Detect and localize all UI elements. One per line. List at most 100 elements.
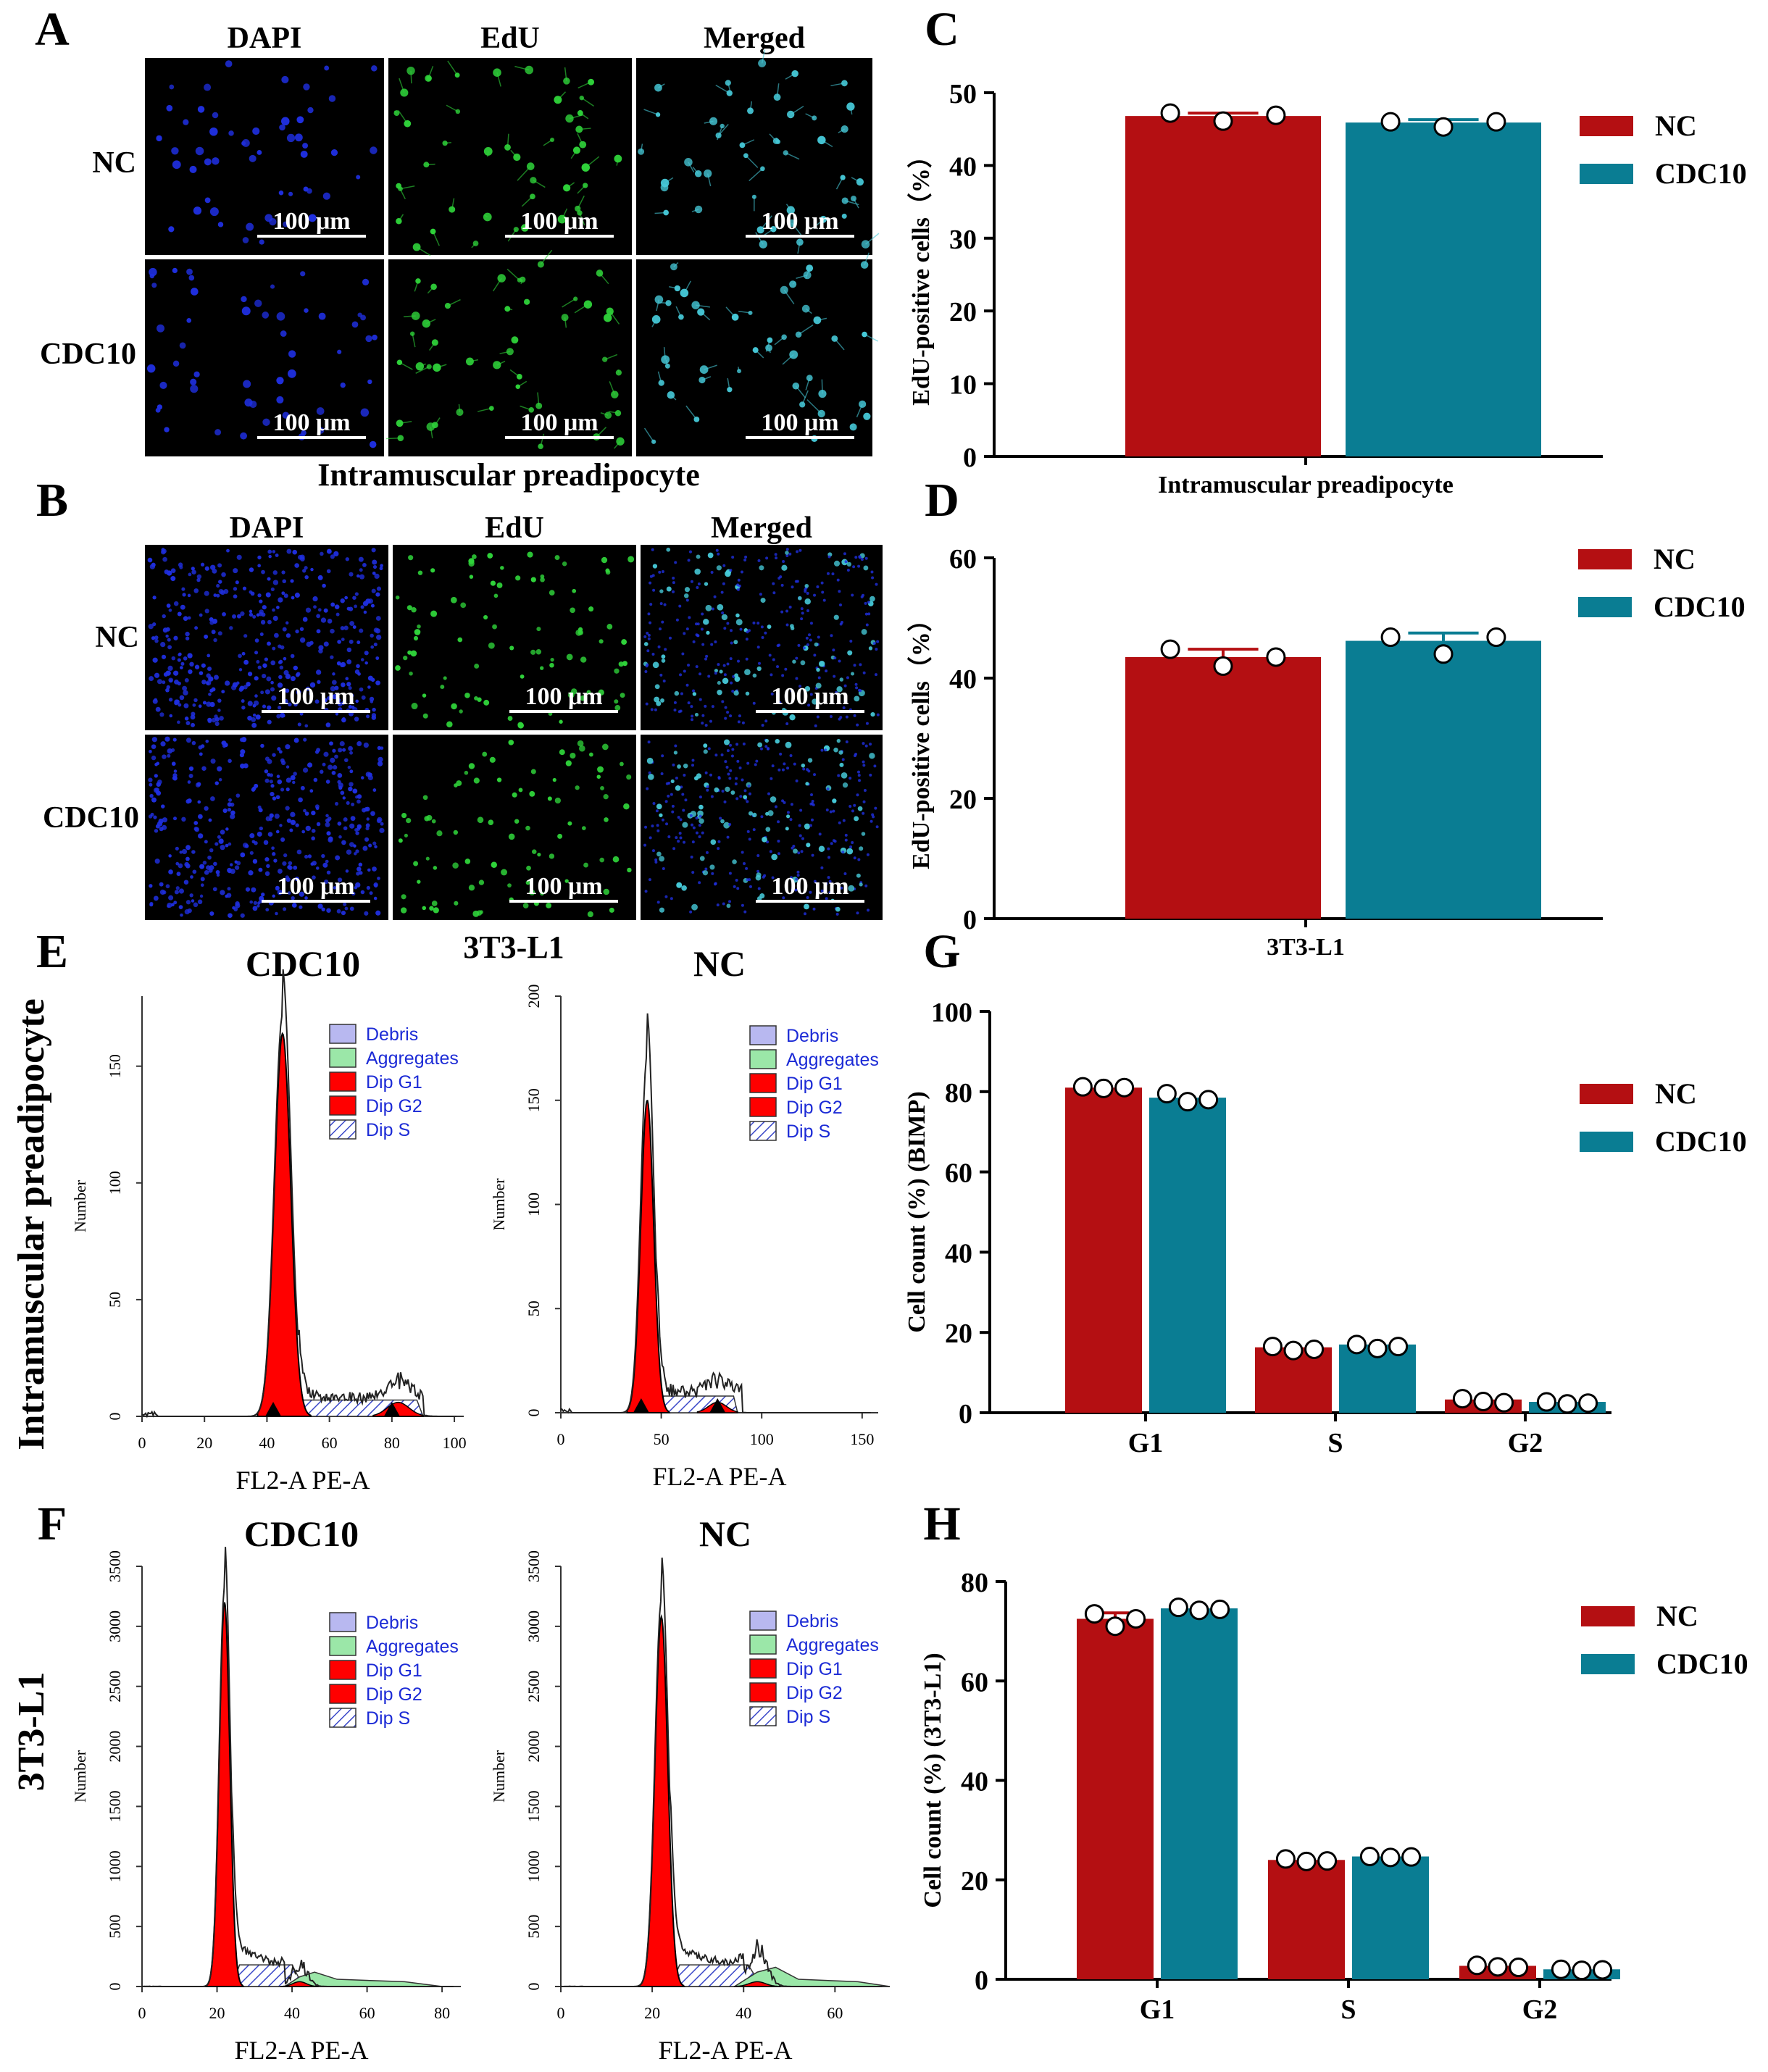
cell-nucleus [417, 570, 423, 575]
cell-nucleus [297, 554, 303, 560]
cell-nucleus [677, 816, 680, 819]
cell-nucleus [294, 133, 303, 142]
cell-nucleus [149, 901, 154, 906]
cell-nucleus [650, 708, 654, 711]
cell-nucleus [672, 763, 675, 766]
cell-nucleus [588, 606, 594, 612]
cell-nucleus [371, 713, 377, 718]
cell-nucleus [354, 717, 359, 722]
cell-nucleus [246, 682, 251, 687]
cell-nucleus [500, 566, 504, 570]
cell-nucleus [681, 652, 685, 656]
cell-nucleus [204, 806, 209, 811]
cell-nucleus [540, 666, 544, 670]
cell-nucleus [168, 698, 173, 702]
cell-nucleus [674, 690, 680, 696]
cell-nucleus [180, 661, 185, 666]
cell-nucleus [870, 570, 874, 574]
cell-nucleus [804, 583, 809, 588]
cell-nucleus [349, 572, 354, 577]
cell-nucleus [174, 890, 180, 895]
cell-nucleus [804, 823, 811, 830]
cell-nucleus [737, 578, 741, 582]
cell-nucleus [870, 711, 875, 717]
cell-process [451, 198, 455, 210]
cell-nucleus [191, 740, 196, 745]
data-point [1578, 1393, 1598, 1413]
cell-nucleus [446, 721, 453, 728]
legend-label: Dip S [366, 1708, 410, 1729]
cell-nucleus [326, 548, 332, 554]
y-tick-label: 100 [106, 1171, 124, 1195]
cell-nucleus [765, 556, 769, 560]
cell-process [617, 369, 620, 373]
legend-label: CDC10 [1656, 1647, 1748, 1680]
cell-nucleus [264, 778, 270, 783]
cell-process [785, 204, 791, 211]
cell-nucleus [693, 776, 699, 781]
cell-nucleus [177, 720, 180, 724]
peak-marker [709, 1398, 726, 1413]
cell-nucleus [326, 831, 331, 836]
cell-nucleus [322, 862, 328, 868]
cell-nucleus [764, 631, 767, 635]
cell-nucleus [190, 875, 193, 879]
cell-nucleus [685, 683, 689, 687]
cell-process [692, 167, 699, 175]
legend-label: CDC10 [1654, 590, 1746, 623]
cell-nucleus [187, 798, 192, 803]
cell-nucleus [310, 862, 314, 866]
cell-nucleus [767, 624, 772, 630]
data-point [1317, 1851, 1338, 1871]
cell-nucleus [469, 575, 474, 579]
panel-letter-g: G [923, 925, 960, 978]
cell-nucleus [148, 814, 153, 819]
cell-nucleus [662, 679, 666, 682]
cell-nucleus [866, 853, 870, 856]
cell-nucleus [349, 751, 354, 755]
cell-nucleus [335, 612, 340, 617]
cell-nucleus [570, 607, 575, 614]
cell-nucleus [836, 578, 840, 582]
cell-nucleus [670, 897, 673, 901]
cell-nucleus [272, 615, 278, 622]
cell-nucleus [703, 749, 708, 754]
cell-nucleus [290, 774, 296, 781]
cell-process [471, 243, 477, 248]
data-point [1283, 1340, 1304, 1361]
x-axis-title: FL2-A PE-A [234, 2036, 368, 2065]
cell-nucleus [245, 887, 251, 892]
cell-nucleus [772, 591, 776, 595]
cell-process [695, 304, 710, 308]
cell-nucleus [191, 567, 195, 571]
cell-process [669, 286, 677, 289]
data-point [1266, 105, 1286, 125]
cell-nucleus [373, 642, 378, 647]
cell-nucleus [182, 593, 186, 597]
cell-nucleus [194, 827, 200, 832]
cell-nucleus [305, 686, 311, 691]
cell-nucleus [854, 816, 859, 822]
cell-nucleus [698, 824, 701, 827]
cell-nucleus [829, 810, 833, 814]
cell-nucleus [337, 640, 341, 644]
cell-nucleus [264, 657, 269, 661]
legend-swatch [1578, 597, 1632, 617]
cell-nucleus [741, 851, 744, 854]
cell-nucleus [675, 785, 681, 791]
cell-process [656, 299, 660, 312]
cell-nucleus [182, 685, 188, 691]
cell-nucleus [540, 891, 544, 896]
cell-process [776, 83, 780, 98]
cell-nucleus [681, 793, 685, 796]
cell-nucleus [322, 762, 326, 766]
cell-nucleus [175, 846, 179, 851]
cell-nucleus [272, 570, 278, 575]
cell-nucleus [536, 627, 541, 632]
scale-bar-label: 100 μm [520, 409, 598, 436]
cell-nucleus [431, 901, 438, 906]
cell-nucleus [317, 680, 321, 685]
y-tick-label: 0 [525, 1983, 543, 1991]
cell-nucleus [711, 872, 714, 875]
cell-process [428, 66, 434, 79]
